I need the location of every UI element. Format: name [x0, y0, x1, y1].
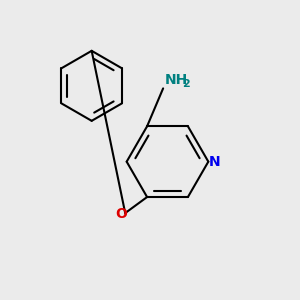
Text: NH: NH	[165, 73, 188, 87]
Text: N: N	[209, 155, 220, 169]
Text: O: O	[116, 207, 128, 221]
Text: 2: 2	[182, 79, 190, 89]
